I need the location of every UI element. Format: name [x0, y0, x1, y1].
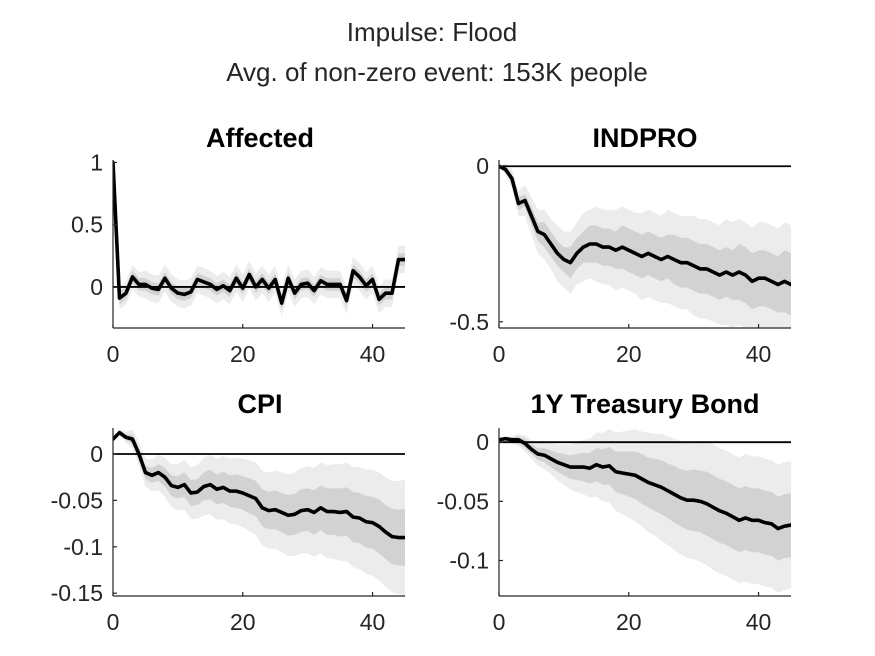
cpi-plot-area: [113, 429, 405, 596]
affected-response-line: [113, 160, 405, 305]
panel-cpi: 0 20 40 0 -0.05 -0.1 -0.15 CPI: [51, 389, 405, 635]
affected-plot-area: [113, 160, 405, 317]
panel-treasury-bond: 0 20 40 0 -0.05 -0.1 1Y Treasury Bond: [437, 389, 791, 635]
1y-treasury-bond-y-tick-label: -0.1: [449, 548, 489, 574]
1y-treasury-bond-response-line: [499, 436, 791, 531]
indpro-y-tick-label: -0.5: [449, 309, 489, 335]
cpi-x-tick-label: 20: [230, 609, 256, 635]
affected-y-tick-label: 1: [90, 149, 103, 175]
cpi-x-tick-label: 40: [360, 609, 386, 635]
affected-x-tick-label: 20: [230, 341, 256, 367]
affected-title: Affected: [206, 123, 314, 153]
affected-y-tick-label: 0: [90, 274, 103, 300]
affected-y-tick-label: 0.5: [71, 212, 103, 238]
indpro-x-tick-label: 40: [746, 341, 772, 367]
1y-treasury-bond-x-tick-label: 0: [493, 609, 506, 635]
1y-treasury-bond-y-tick-label: -0.05: [437, 488, 489, 514]
indpro-confidence-band-inner: [499, 166, 791, 316]
cpi-response-line: [113, 430, 405, 540]
affected-x-tick-label: 40: [360, 341, 386, 367]
indpro-x-tick-label: 0: [493, 341, 506, 367]
1y-treasury-bond-plot-area: [499, 429, 791, 593]
figure-title-avg-event: Avg. of non-zero event: 153K people: [226, 57, 648, 87]
1y-treasury-bond-x-tick-label: 40: [746, 609, 772, 635]
1y-treasury-bond-x-tick-label: 20: [616, 609, 642, 635]
indpro-title: INDPRO: [592, 123, 697, 153]
indpro-y-tick-label: 0: [476, 153, 489, 179]
affected-x-tick-label: 0: [107, 341, 120, 367]
panel-affected: 0 20 40 1 0.5 0 Affected: [71, 123, 405, 367]
cpi-y-tick-label: 0: [90, 441, 103, 467]
cpi-x-tick-label: 0: [107, 609, 120, 635]
indpro-x-tick-label: 20: [616, 341, 642, 367]
cpi-y-tick-label: -0.1: [63, 534, 103, 560]
1y-treasury-bond-title: 1Y Treasury Bond: [530, 389, 759, 419]
cpi-y-tick-label: -0.05: [51, 487, 103, 513]
1y-treasury-bond-y-tick-label: 0: [476, 429, 489, 455]
figure-title-impulse: Impulse: Flood: [347, 17, 518, 47]
cpi-confidence-band-inner: [113, 430, 405, 567]
cpi-title: CPI: [237, 389, 282, 419]
indpro-response-line: [499, 164, 791, 287]
cpi-y-tick-label: -0.15: [51, 580, 103, 606]
indpro-plot-area: [499, 163, 791, 328]
